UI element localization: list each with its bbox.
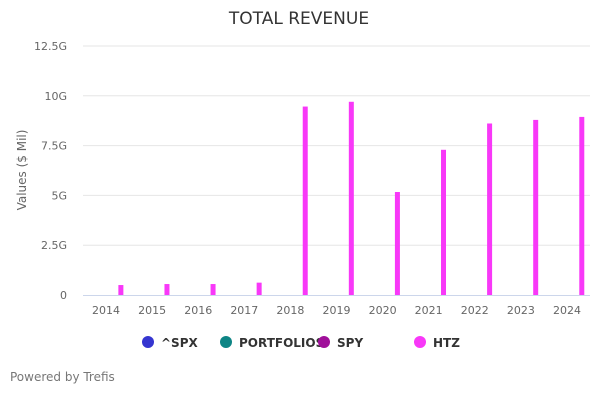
bar-htz-2024[interactable] (579, 116, 585, 296)
x-tick-label: 2016 (184, 304, 212, 317)
legend-item-portfolios[interactable]: PORTFOLIOS (220, 336, 324, 350)
bars (118, 101, 585, 296)
bar-htz-2018[interactable] (302, 106, 308, 296)
credit-text: Powered by Trefis (10, 370, 115, 384)
bar-htz-2014[interactable] (118, 285, 124, 295)
y-axis-label: Values ($ Mil) (15, 130, 29, 211)
y-tick-label: 12.5G (34, 40, 67, 53)
bar-htz-2023[interactable] (533, 119, 539, 295)
legend-label: SPY (337, 336, 363, 350)
bar-htz-2022[interactable] (487, 123, 493, 295)
y-axis-ticks: 0 2.5G 5G 7.5G 10G 12.5G (34, 40, 67, 302)
x-tick-label: 2017 (230, 304, 258, 317)
x-tick-label: 2014 (92, 304, 120, 317)
x-tick-label: 2023 (507, 304, 535, 317)
legend-marker (414, 336, 426, 348)
legend-item-spy[interactable]: SPY (318, 336, 363, 350)
legend-marker (220, 336, 232, 348)
legend-label: PORTFOLIOS (239, 336, 324, 350)
y-tick-label: 5G (51, 189, 67, 202)
gridlines (83, 45, 590, 246)
bar-htz-2020[interactable] (394, 192, 400, 295)
legend-label: HTZ (433, 336, 460, 350)
x-tick-label: 2022 (461, 304, 489, 317)
y-tick-label: 0 (60, 289, 67, 302)
y-tick-label: 7.5G (41, 140, 67, 153)
legend-item-htz[interactable]: HTZ (414, 336, 460, 350)
x-tick-label: 2024 (553, 304, 581, 317)
legend: ^SPX PORTFOLIOS SPY HTZ (142, 336, 460, 350)
bar-htz-2017[interactable] (256, 282, 262, 295)
x-tick-label: 2020 (369, 304, 397, 317)
legend-marker (142, 336, 154, 348)
x-tick-label: 2019 (323, 304, 351, 317)
x-tick-label: 2015 (138, 304, 166, 317)
legend-marker (318, 336, 330, 348)
x-tick-label: 2018 (276, 304, 304, 317)
legend-label: ^SPX (161, 336, 198, 350)
y-tick-label: 10G (44, 90, 67, 103)
bar-htz-2019[interactable] (348, 101, 354, 295)
bar-htz-2015[interactable] (164, 284, 170, 295)
chart-title: TOTAL REVENUE (228, 9, 369, 29)
legend-item-spx[interactable]: ^SPX (142, 336, 198, 350)
bar-htz-2021[interactable] (441, 149, 447, 295)
y-tick-label: 2.5G (41, 239, 67, 252)
x-axis-ticks: 2014 2015 2016 2017 2018 2019 2020 2021 2022 2023… (92, 304, 581, 317)
bar-htz-2016[interactable] (210, 284, 216, 295)
x-tick-label: 2021 (415, 304, 443, 317)
